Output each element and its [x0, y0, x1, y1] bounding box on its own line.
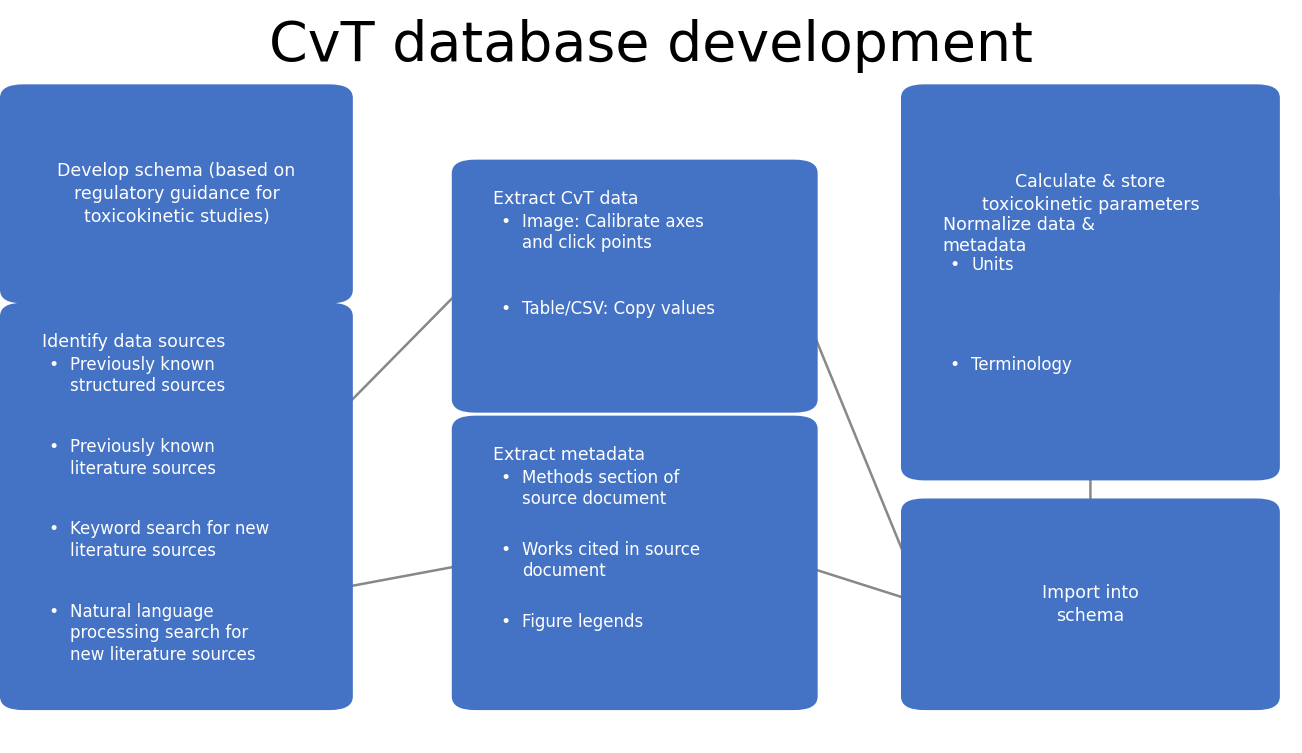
Text: Table/CSV: Copy values: Table/CSV: Copy values: [522, 300, 715, 319]
Text: •: •: [500, 300, 510, 319]
FancyBboxPatch shape: [0, 303, 353, 710]
FancyBboxPatch shape: [901, 498, 1280, 710]
Text: •: •: [500, 468, 510, 486]
Text: •: •: [48, 603, 59, 621]
FancyBboxPatch shape: [452, 160, 818, 413]
FancyBboxPatch shape: [452, 416, 818, 710]
Text: Normalize data &
metadata: Normalize data & metadata: [943, 216, 1095, 255]
Text: Figure legends: Figure legends: [522, 613, 643, 631]
Text: Develop schema (based on
regulatory guidance for
toxicokinetic studies): Develop schema (based on regulatory guid…: [57, 162, 296, 226]
Text: Import into
schema: Import into schema: [1042, 584, 1139, 625]
Text: Keyword search for new
literature sources: Keyword search for new literature source…: [70, 520, 270, 560]
Text: •: •: [48, 520, 59, 538]
Text: Units: Units: [971, 256, 1014, 274]
Text: Extract metadata: Extract metadata: [493, 446, 646, 464]
Text: Terminology: Terminology: [971, 355, 1072, 373]
Text: •: •: [48, 355, 59, 373]
Text: •: •: [500, 613, 510, 631]
FancyBboxPatch shape: [901, 186, 1280, 480]
Text: CvT database development: CvT database development: [270, 19, 1032, 73]
Text: Previously known
literature sources: Previously known literature sources: [70, 438, 216, 477]
Text: •: •: [949, 355, 960, 373]
Text: Previously known
structured sources: Previously known structured sources: [70, 355, 225, 395]
Text: •: •: [500, 212, 510, 230]
Text: •: •: [500, 541, 510, 559]
Text: •: •: [48, 438, 59, 456]
Text: Identify data sources: Identify data sources: [42, 333, 225, 351]
Text: Calculate & store
toxicokinetic parameters: Calculate & store toxicokinetic paramete…: [982, 173, 1199, 215]
FancyBboxPatch shape: [0, 84, 353, 303]
Text: Extract CvT data: Extract CvT data: [493, 190, 639, 208]
Text: •: •: [949, 256, 960, 274]
FancyBboxPatch shape: [901, 84, 1280, 303]
Text: Methods section of
source document: Methods section of source document: [522, 468, 680, 508]
Text: Natural language
processing search for
new literature sources: Natural language processing search for n…: [70, 603, 256, 664]
Text: Image: Calibrate axes
and click points: Image: Calibrate axes and click points: [522, 212, 704, 252]
Text: Works cited in source
document: Works cited in source document: [522, 541, 700, 581]
